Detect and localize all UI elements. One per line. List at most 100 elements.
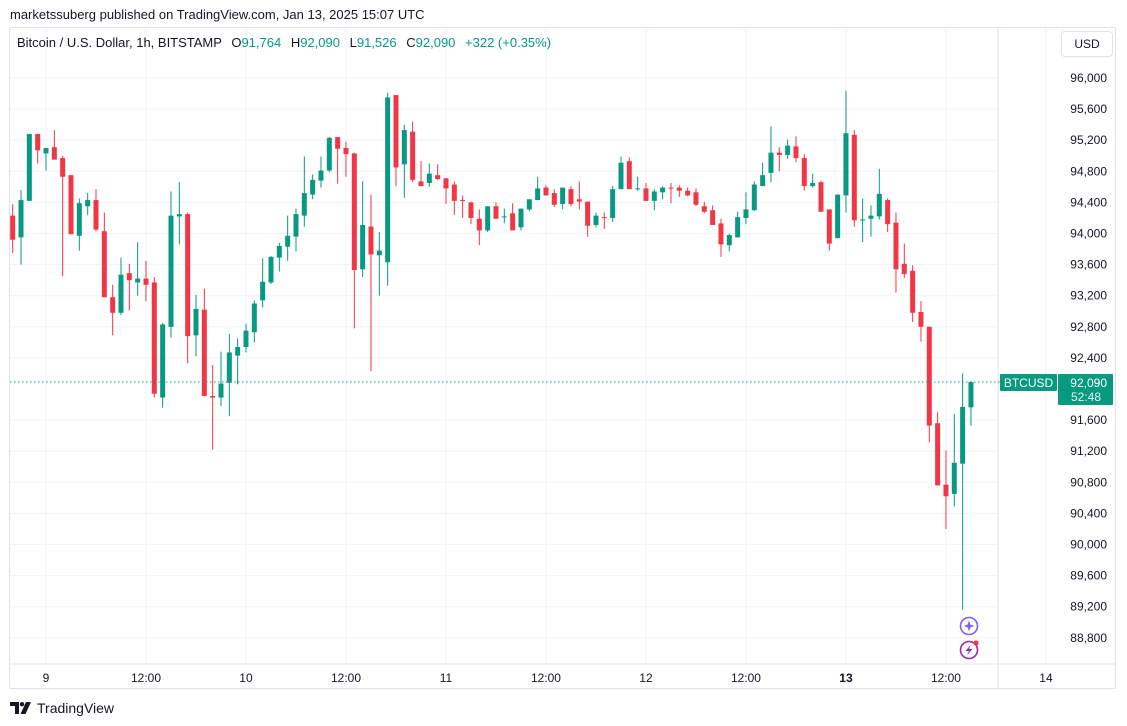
candle-up[interactable]: [535, 176, 541, 201]
candle-up[interactable]: [18, 189, 24, 265]
candle-up[interactable]: [743, 192, 749, 225]
candle-down[interactable]: [68, 175, 74, 235]
candle-down[interactable]: [10, 203, 16, 253]
candle-down[interactable]: [460, 195, 466, 218]
candle-down[interactable]: [368, 194, 374, 372]
candle-up[interactable]: [260, 258, 266, 308]
candle-up[interactable]: [76, 198, 82, 251]
candle-down[interactable]: [60, 155, 66, 277]
candle-down[interactable]: [676, 185, 682, 197]
candle-up[interactable]: [501, 208, 507, 224]
candle-down[interactable]: [210, 364, 216, 450]
candle-up[interactable]: [193, 294, 199, 357]
lightning-alert-icon[interactable]: [959, 640, 979, 660]
candle-up[interactable]: [960, 373, 966, 610]
candle-down[interactable]: [643, 182, 649, 201]
candle-down[interactable]: [418, 161, 424, 187]
candle-down[interactable]: [393, 95, 399, 187]
candle-down[interactable]: [126, 263, 132, 311]
candle-down[interactable]: [543, 185, 549, 196]
price-axis[interactable]: 96,000 95,600 95,200 94,800 94,400 94,000 93,6…: [1070, 71, 1107, 645]
candle-up[interactable]: [876, 168, 882, 220]
candle-up[interactable]: [426, 163, 432, 187]
candle-up[interactable]: [843, 90, 849, 213]
candle-down[interactable]: [793, 136, 799, 162]
candle-up[interactable]: [235, 338, 241, 385]
candle-down[interactable]: [701, 201, 707, 214]
candle-down[interactable]: [926, 326, 932, 443]
candle-down[interactable]: [576, 181, 582, 210]
candle-up[interactable]: [635, 176, 641, 191]
candle-down[interactable]: [551, 189, 557, 208]
candle-up[interactable]: [376, 231, 382, 296]
candle-down[interactable]: [668, 182, 674, 204]
candle-down[interactable]: [110, 284, 116, 336]
candle-down[interactable]: [435, 164, 441, 180]
candle-up[interactable]: [760, 162, 766, 187]
candle-down[interactable]: [476, 209, 482, 246]
candle-down[interactable]: [143, 260, 149, 302]
candle-down[interactable]: [910, 265, 916, 323]
candle-down[interactable]: [343, 141, 349, 177]
candle-down[interactable]: [626, 157, 632, 190]
candle-down[interactable]: [851, 130, 857, 227]
candle-up[interactable]: [951, 413, 957, 507]
candle-down[interactable]: [151, 277, 157, 398]
candle-up[interactable]: [301, 156, 307, 227]
candle-up[interactable]: [318, 156, 324, 188]
candle-up[interactable]: [735, 211, 741, 238]
candle-down[interactable]: [943, 450, 949, 529]
candle-down[interactable]: [893, 212, 899, 293]
candle-down[interactable]: [710, 205, 716, 225]
candle-down[interactable]: [901, 243, 907, 278]
candle-up[interactable]: [868, 205, 874, 237]
candle-up[interactable]: [610, 186, 616, 222]
candle-up[interactable]: [785, 139, 791, 159]
candle-up[interactable]: [593, 212, 599, 228]
candle-down[interactable]: [818, 180, 824, 212]
candle-up[interactable]: [526, 199, 532, 211]
candle-down[interactable]: [568, 186, 574, 207]
candle-up[interactable]: [251, 300, 257, 343]
candle-up[interactable]: [768, 126, 774, 183]
candle-down[interactable]: [35, 133, 41, 164]
candle-down[interactable]: [201, 288, 207, 396]
candle-up[interactable]: [360, 181, 366, 278]
candle-down[interactable]: [918, 301, 924, 342]
candle-up[interactable]: [401, 124, 407, 198]
candle-up[interactable]: [26, 133, 32, 201]
candle-down[interactable]: [801, 154, 807, 191]
candle-down[interactable]: [468, 201, 474, 225]
candle-down[interactable]: [93, 189, 99, 232]
candle-up[interactable]: [518, 208, 524, 231]
candle-up[interactable]: [160, 322, 166, 408]
candle-down[interactable]: [493, 202, 499, 219]
candle-up[interactable]: [485, 206, 491, 232]
candle-up[interactable]: [293, 208, 299, 252]
candle-up[interactable]: [43, 147, 49, 171]
time-axis[interactable]: 9 12:00 10 12:00 11 12:00 12 12:00 13 12:00 14: [43, 671, 1053, 685]
candle-up[interactable]: [135, 242, 141, 296]
candle-up[interactable]: [385, 92, 391, 286]
candle-up[interactable]: [176, 182, 182, 245]
candle-up[interactable]: [810, 173, 816, 188]
candle-down[interactable]: [776, 147, 782, 172]
candle-up[interactable]: [618, 156, 624, 190]
candle-down[interactable]: [693, 188, 699, 207]
candle-up[interactable]: [276, 242, 282, 272]
candle-down[interactable]: [585, 201, 591, 237]
candle-down[interactable]: [351, 152, 357, 329]
candle-down[interactable]: [826, 209, 832, 251]
candle-up[interactable]: [968, 382, 974, 426]
candle-up[interactable]: [560, 187, 566, 210]
candle-up[interactable]: [243, 323, 249, 353]
candle-down[interactable]: [510, 203, 516, 231]
candle-down[interactable]: [935, 412, 941, 486]
candle-up[interactable]: [268, 256, 274, 285]
candle-down[interactable]: [885, 198, 891, 232]
candle-up[interactable]: [218, 351, 224, 407]
candle-down[interactable]: [185, 212, 191, 364]
candle-up[interactable]: [660, 186, 666, 200]
candle-down[interactable]: [443, 178, 449, 204]
